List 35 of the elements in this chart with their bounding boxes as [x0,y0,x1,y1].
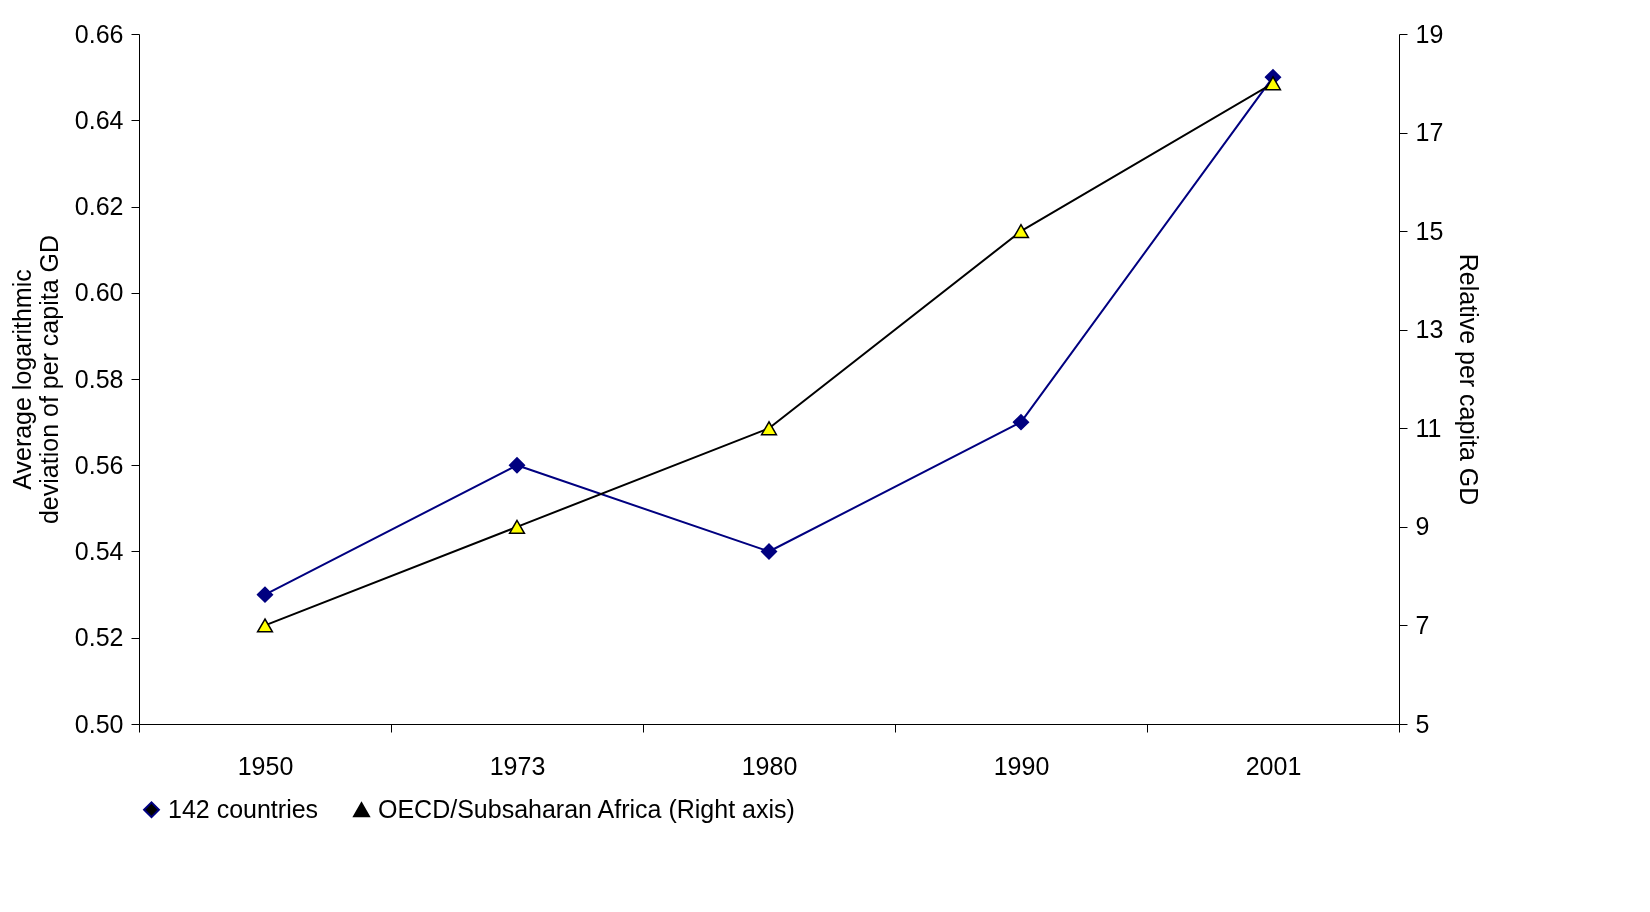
y2-tick-label: 5 [1415,709,1430,738]
y-tick-label: 0.58 [74,364,124,393]
x-tick-label: 1980 [741,751,798,780]
y-tick-label: 0.50 [74,709,124,738]
y-tick-label: 0.62 [74,192,124,220]
y-tick-label: 0.66 [74,19,124,48]
point [1012,413,1030,431]
y-tick-label: 0.54 [74,537,124,565]
y2-tick-label: 15 [1415,216,1444,245]
legend-label: OECD/Subsaharan Africa (Right axis) [378,794,795,823]
point [760,421,778,436]
y2-tick-label: 9 [1415,512,1430,541]
y2-tick-label: 7 [1415,610,1430,639]
y2-tick-label: 13 [1415,315,1444,344]
y-tick-label: 0.60 [74,278,124,307]
point [256,586,274,603]
y-tick-label: 0.56 [74,450,124,479]
point [1264,76,1282,91]
x-tick-label: 1950 [237,751,294,780]
y-tick-label: 0.64 [74,105,124,134]
y-tick-label: 0.52 [74,623,124,652]
y-axis-title: Average logarithmic deviation of per capita GD [7,234,63,525]
point [256,618,274,633]
x-tick-label: 1990 [993,751,1050,780]
y2-tick-label: 11 [1415,413,1442,442]
x-tick-label: 1973 [489,751,546,780]
legend-label: 142 countries [168,794,319,823]
x-tick-label: 2001 [1245,751,1302,780]
point [1012,223,1030,239]
y2-tick-label: 17 [1415,118,1444,147]
point [760,543,778,560]
y2-axis-title: Relative per capita GD [1455,253,1484,506]
point [508,519,526,535]
point [508,457,526,474]
y2-tick-label: 19 [1415,19,1444,48]
